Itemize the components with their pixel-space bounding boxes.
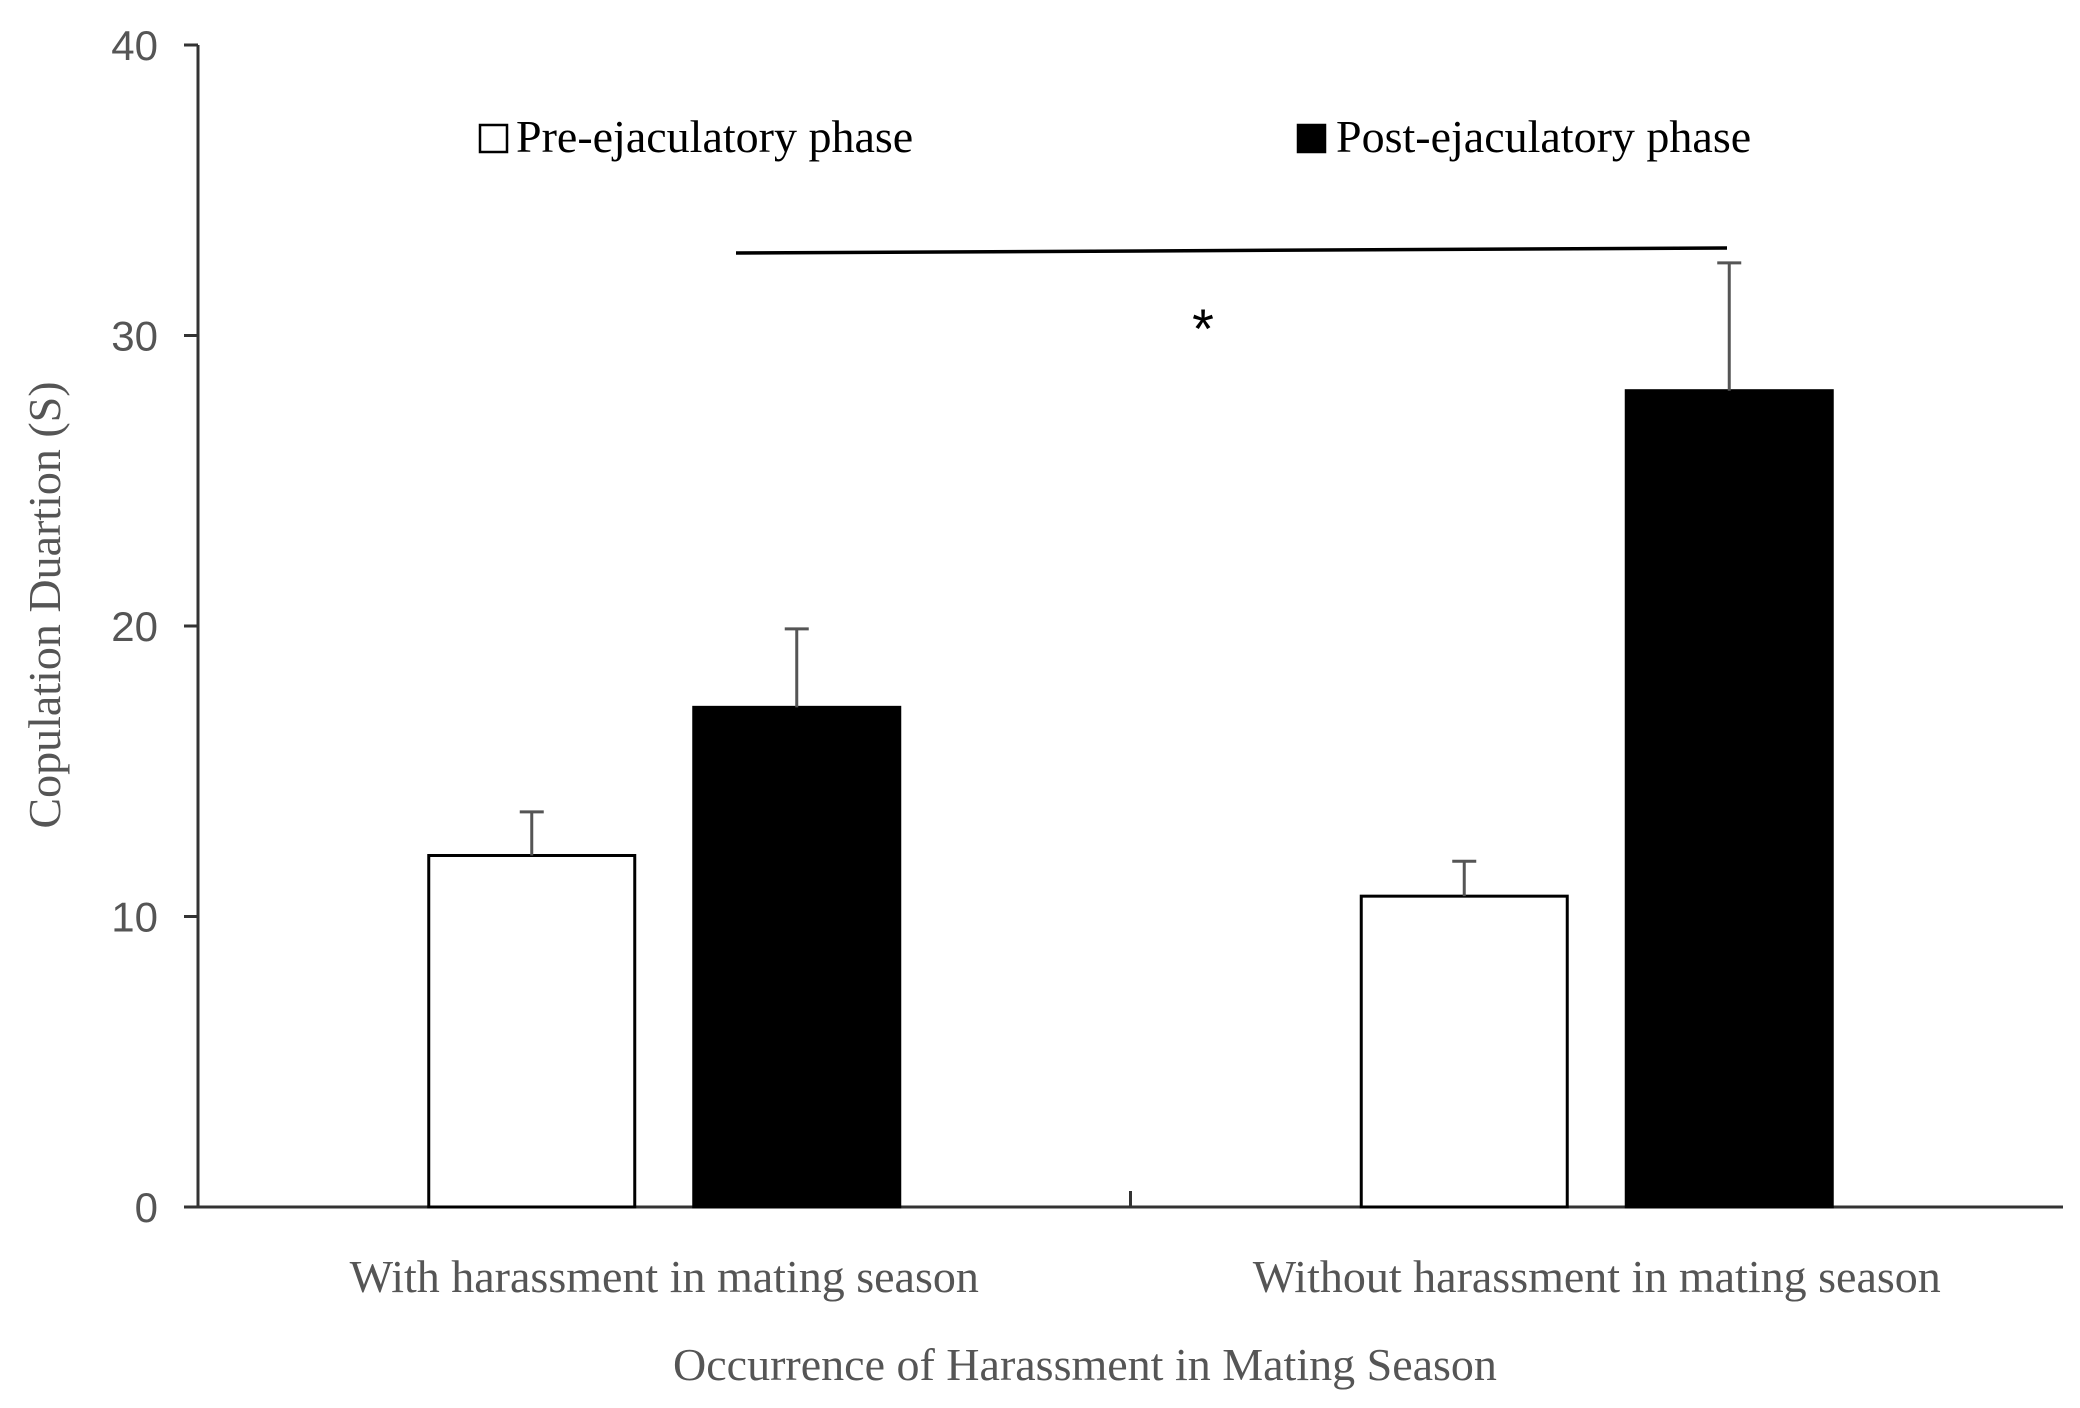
bar-post-0 [692,705,902,1209]
y-tick-label: 0 [135,1184,158,1231]
y-tick-label: 10 [111,894,158,941]
y-axis-title: Copulation Duartion (S) [19,381,70,828]
legend: Pre-ejaculatory phase Post-ejaculatory p… [478,111,1751,162]
bar-pre-0 [427,853,637,1209]
bar-pre-1 [1359,894,1569,1209]
y-tick-label: 20 [111,603,158,650]
y-tick-label: 30 [111,313,158,360]
bar-post-1 [1624,389,1834,1209]
bars [427,389,1834,1209]
significance-annotation: * [735,246,1728,360]
significance-line [735,246,1728,255]
significance-star: * [1192,297,1214,360]
y-ticks: 0 10 20 30 40 [111,22,198,1231]
legend-swatch-pre [478,123,509,154]
legend-label-pre: Pre-ejaculatory phase [516,111,913,162]
x-category-labels: With harassment in mating season Without … [350,1251,1941,1302]
y-tick-label: 40 [111,22,158,69]
x-category-label: With harassment in mating season [350,1251,979,1302]
legend-swatch-post [1296,123,1327,154]
legend-label-post: Post-ejaculatory phase [1336,111,1751,162]
x-axis-title: Occurrence of Harassment in Mating Seaso… [673,1339,1497,1390]
error-bars [519,261,1742,897]
x-category-label: Without harassment in mating season [1253,1251,1941,1302]
